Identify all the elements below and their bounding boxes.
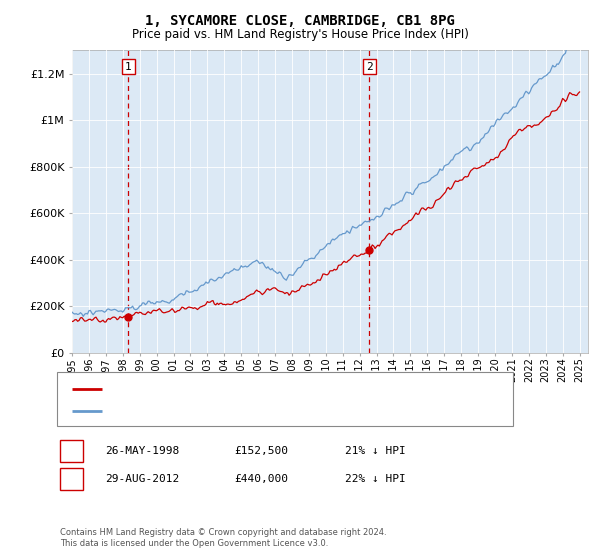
Text: HPI: Average price, detached house, Cambridge: HPI: Average price, detached house, Camb… xyxy=(109,406,359,416)
Text: £440,000: £440,000 xyxy=(234,474,288,484)
Text: 1, SYCAMORE CLOSE, CAMBRIDGE, CB1 8PG (detached house): 1, SYCAMORE CLOSE, CAMBRIDGE, CB1 8PG (d… xyxy=(109,384,434,394)
Text: 1, SYCAMORE CLOSE, CAMBRIDGE, CB1 8PG: 1, SYCAMORE CLOSE, CAMBRIDGE, CB1 8PG xyxy=(145,14,455,28)
Text: 22% ↓ HPI: 22% ↓ HPI xyxy=(345,474,406,484)
Text: Contains HM Land Registry data © Crown copyright and database right 2024.
This d: Contains HM Land Registry data © Crown c… xyxy=(60,528,386,548)
Text: 1: 1 xyxy=(125,62,132,72)
Text: 2: 2 xyxy=(68,474,75,484)
Text: 21% ↓ HPI: 21% ↓ HPI xyxy=(345,446,406,456)
Text: Price paid vs. HM Land Registry's House Price Index (HPI): Price paid vs. HM Land Registry's House … xyxy=(131,28,469,41)
Text: 26-MAY-1998: 26-MAY-1998 xyxy=(105,446,179,456)
Text: 2: 2 xyxy=(366,62,373,72)
Text: 1: 1 xyxy=(68,446,75,456)
Text: 29-AUG-2012: 29-AUG-2012 xyxy=(105,474,179,484)
Text: £152,500: £152,500 xyxy=(234,446,288,456)
